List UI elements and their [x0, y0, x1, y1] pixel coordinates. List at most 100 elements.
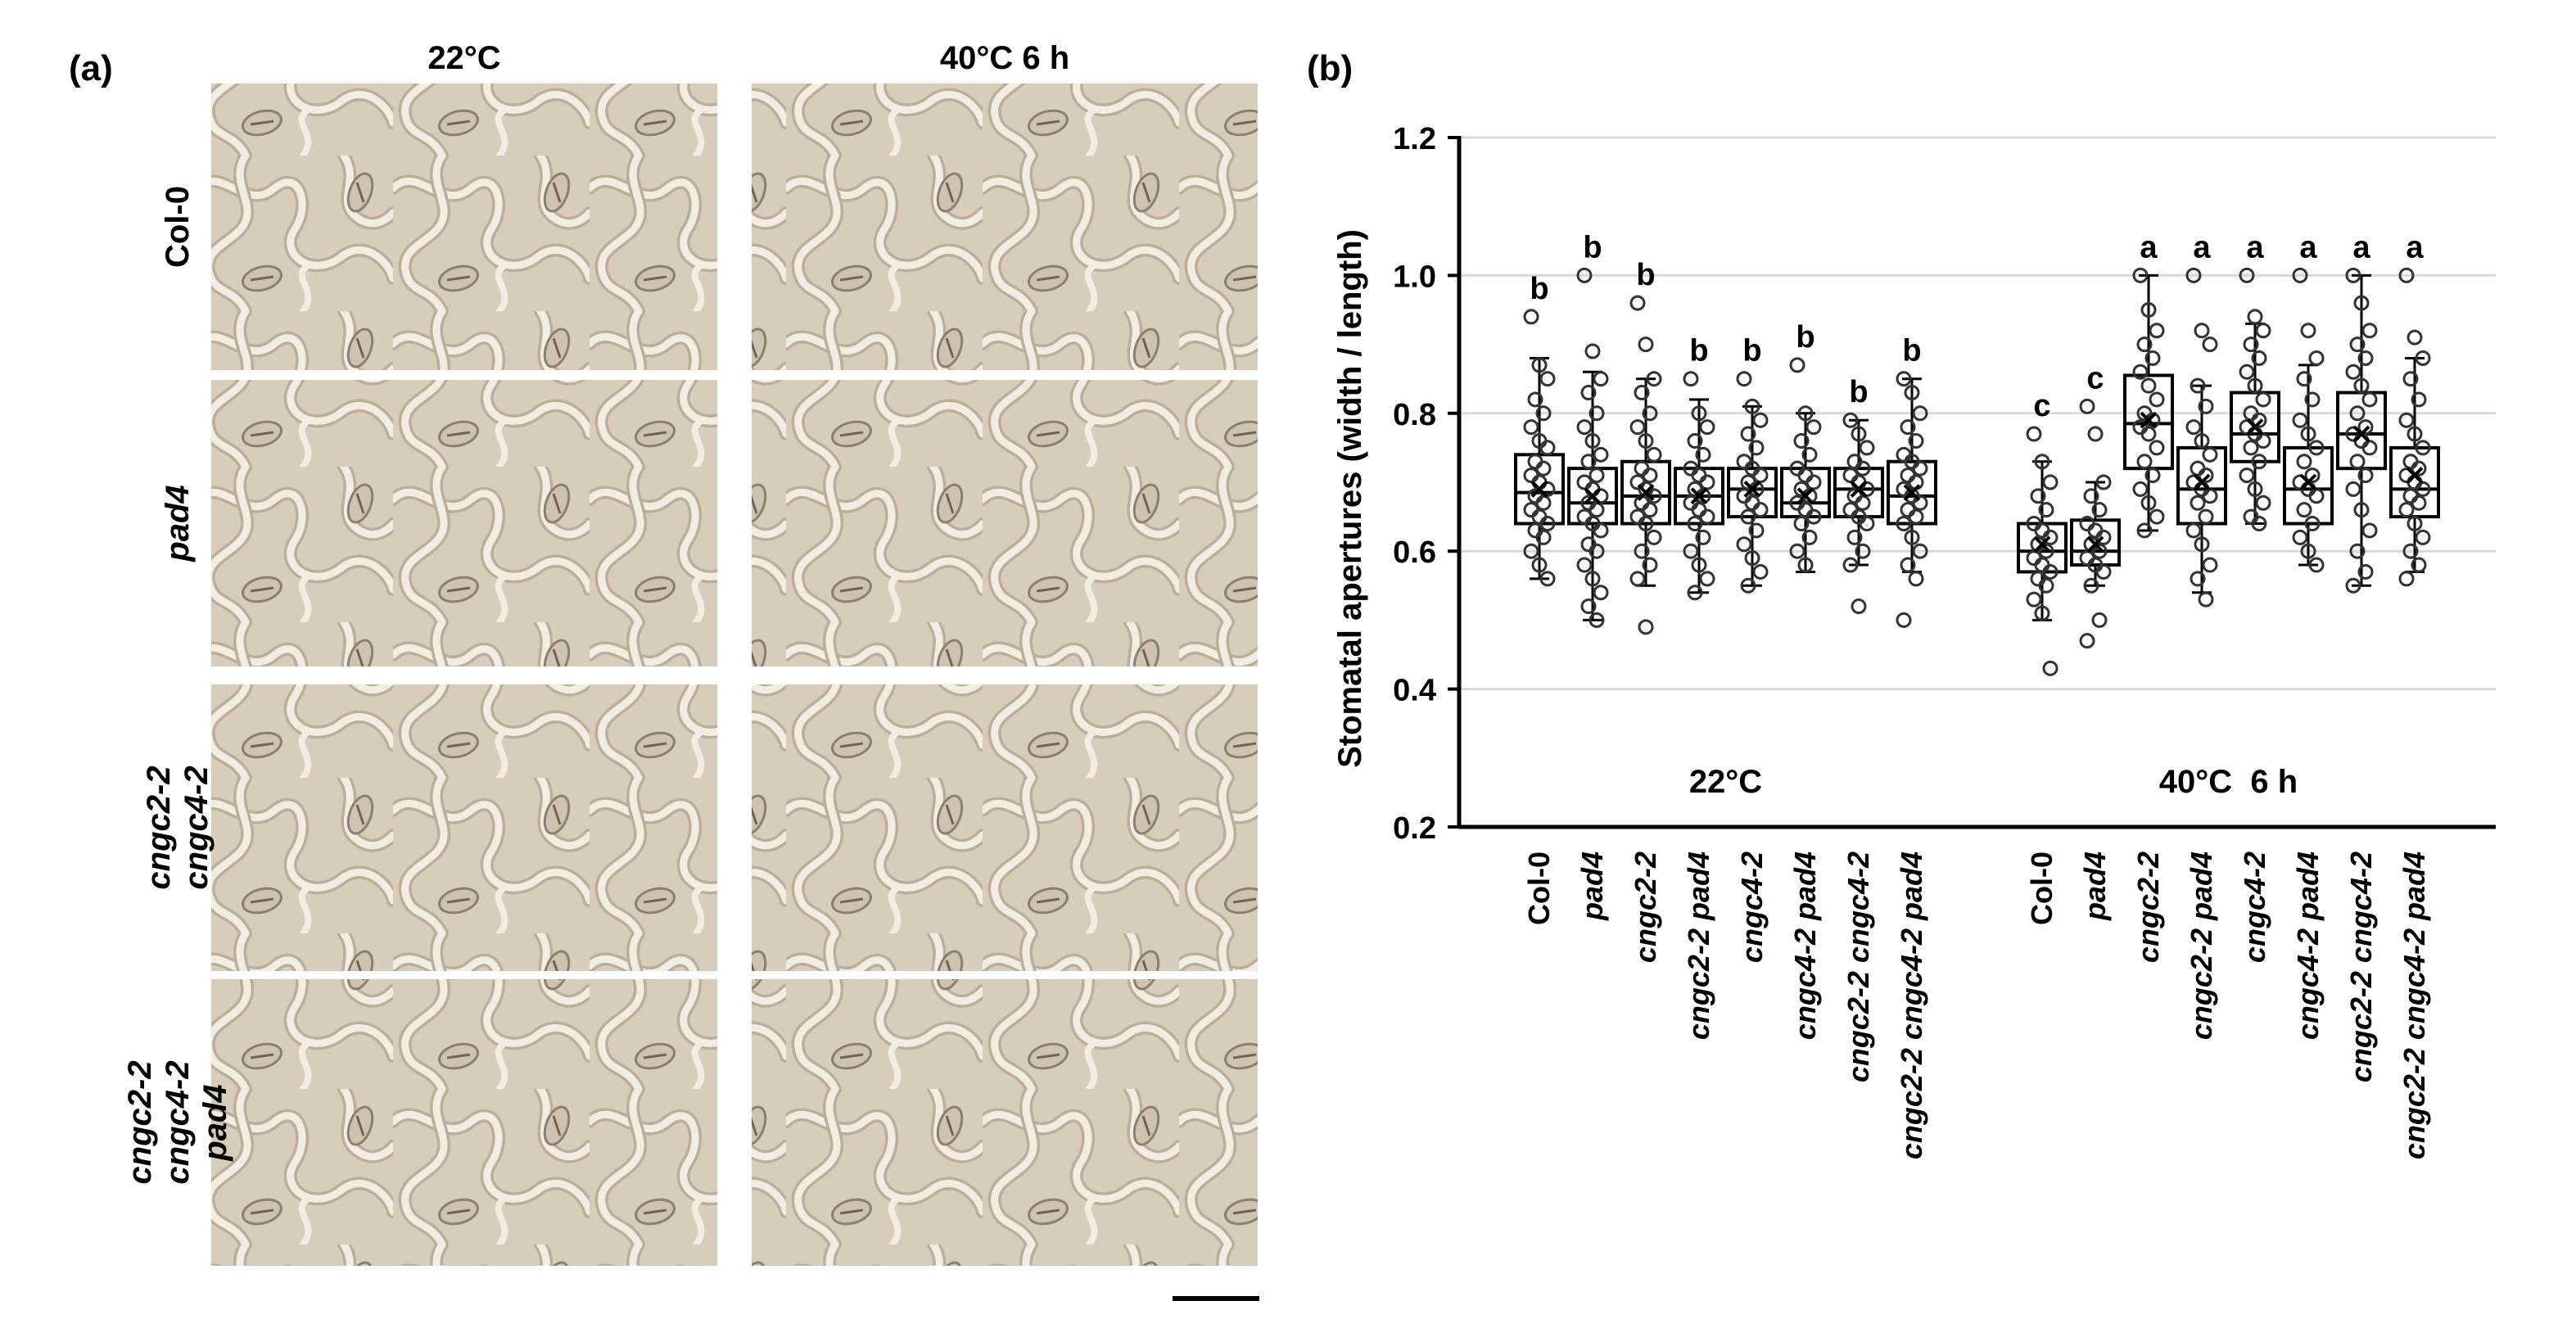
box-8	[2017, 426, 2068, 676]
data-point-11-19	[2198, 591, 2214, 608]
box-10	[2123, 267, 2174, 539]
data-point-15-3	[2402, 371, 2419, 387]
data-point-0-8	[1527, 454, 1543, 470]
data-point-4-13	[1740, 508, 1756, 525]
box-11	[2176, 267, 2227, 608]
significance-letter-10: a	[2140, 230, 2158, 264]
data-point-7-12	[1912, 495, 1928, 511]
data-point-10-3	[2136, 337, 2153, 353]
data-point-10-13	[2136, 454, 2153, 470]
micrograph-r0-c1	[752, 84, 1258, 370]
data-point-14-6	[2353, 377, 2370, 394]
data-point-13-17	[2308, 557, 2325, 573]
data-point-13-0	[2292, 267, 2308, 283]
data-point-2-9	[1642, 467, 1658, 484]
data-point-8-12	[2042, 563, 2059, 580]
data-point-14-19	[2357, 563, 2374, 580]
data-point-2-17	[1646, 529, 1662, 545]
data-point-8-6	[2034, 522, 2050, 539]
x-tick-label-15: cngc2-2 cngc4-2 pad4	[2397, 851, 2431, 1159]
mean-marker-b-9	[2086, 535, 2104, 553]
x-tick-label-2: cngc2-2	[1629, 851, 1662, 963]
x-tick-label-3: cngc2-2 pad4	[1682, 851, 1715, 1040]
data-point-7-13	[1900, 502, 1916, 518]
mean-marker-b-6	[1850, 481, 1868, 498]
x-tick-label-11: cngc2-2 pad4	[2185, 851, 2218, 1040]
data-point-4-2	[1752, 412, 1769, 428]
data-point-1-5	[1576, 419, 1593, 436]
data-point-11-17	[2202, 557, 2218, 573]
iqr-box-4	[1727, 467, 1778, 519]
mean-marker-b-0	[1530, 481, 1548, 498]
significance-letter-8: c	[2033, 389, 2050, 423]
mean-marker-b-7	[1903, 484, 1921, 502]
data-point-2-4	[1642, 405, 1658, 422]
box-14	[2336, 267, 2387, 594]
significance-letter-11: a	[2193, 230, 2211, 264]
data-point-0-20	[1523, 543, 1539, 559]
data-point-6-16	[1851, 598, 1867, 615]
mean-marker-b-15	[2406, 467, 2424, 484]
data-point-5-13	[1793, 516, 1810, 532]
data-point-3-4	[1695, 446, 1711, 463]
data-point-7-4	[1908, 432, 1924, 449]
data-point-7-19	[1908, 571, 1924, 587]
data-point-7-16	[1904, 529, 1920, 545]
data-point-1-1	[1584, 343, 1601, 359]
data-point-9-14	[2091, 612, 2108, 628]
data-point-3-0	[1683, 371, 1699, 387]
data-point-1-9	[1589, 467, 1605, 484]
data-point-3-3	[1687, 432, 1703, 449]
data-point-11-7	[2202, 446, 2218, 463]
data-point-2-20	[1629, 571, 1646, 587]
panel-b-label: (b)	[1307, 48, 1353, 88]
box-13	[2283, 267, 2334, 573]
data-point-15-17	[2415, 529, 2431, 545]
data-point-11-15	[2185, 522, 2202, 539]
data-point-14-12	[2361, 440, 2378, 456]
x-tick-label-0: Col-0	[1522, 851, 1556, 925]
data-point-15-7	[2415, 440, 2431, 456]
significance-letter-6: b	[1849, 375, 1868, 409]
data-point-4-5	[1736, 454, 1752, 470]
data-point-8-15	[2026, 591, 2042, 608]
data-point-12-6	[2247, 377, 2263, 394]
data-point-6-9	[1855, 495, 1871, 511]
data-point-1-2	[1593, 371, 1609, 387]
data-point-6-13	[1846, 529, 1863, 545]
data-point-8-0	[2026, 426, 2042, 442]
significance-letter-4: b	[1742, 334, 1761, 368]
significance-letter-0: b	[1530, 272, 1548, 306]
y-tick-label-5: 1.2	[1393, 122, 1436, 156]
x-tick-label-13: cngc4-2 pad4	[2291, 851, 2325, 1040]
data-point-10-15	[2132, 481, 2149, 497]
data-point-1-19	[1589, 543, 1605, 559]
data-point-15-13	[2402, 488, 2419, 504]
data-point-13-16	[2300, 543, 2316, 559]
data-point-13-12	[2308, 488, 2325, 504]
significance-letter-3: b	[1689, 334, 1708, 368]
data-point-1-23	[1580, 598, 1597, 615]
mean-marker-b-3	[1690, 487, 1708, 505]
data-point-6-0	[1842, 412, 1859, 428]
iqr-box-7	[1887, 459, 1937, 526]
data-point-4-1	[1744, 398, 1760, 414]
iqr-box-6	[1833, 467, 1884, 519]
data-point-4-11	[1744, 495, 1760, 511]
data-point-1-6	[1584, 432, 1601, 449]
data-point-15-8	[2402, 454, 2419, 470]
data-point-8-16	[2034, 605, 2050, 621]
x-tick-label-1: pad4	[1575, 851, 1609, 921]
data-point-15-18	[2402, 543, 2419, 559]
data-point-12-7	[2255, 391, 2271, 408]
data-point-5-11	[1797, 502, 1814, 518]
box-3	[1674, 371, 1724, 601]
x-tick-label-5: cngc4-2 pad4	[1788, 851, 1822, 1040]
row-label-2-line-1: cngc4-2	[179, 766, 215, 889]
data-point-4-0	[1736, 371, 1752, 387]
data-point-12-16	[2247, 481, 2263, 497]
data-point-11-1	[2194, 323, 2210, 339]
data-point-5-3	[1793, 432, 1810, 449]
